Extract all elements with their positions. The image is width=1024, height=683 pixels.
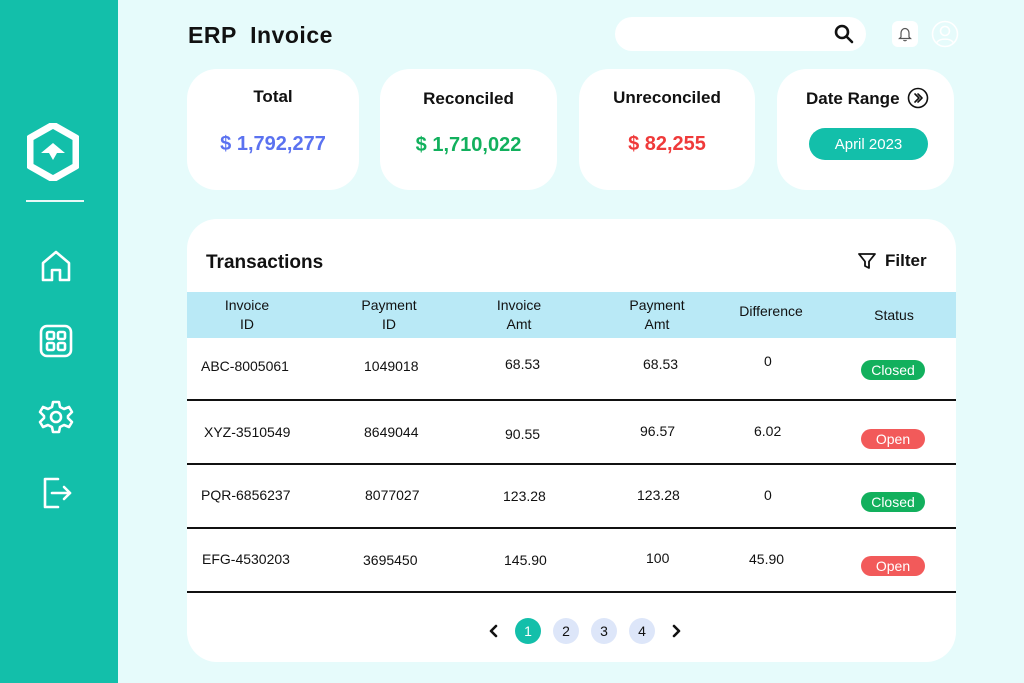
payment-id-cell: 8649044 [364,424,419,440]
nav-settings[interactable] [36,397,76,437]
logout-icon [43,477,72,509]
chevron-right-circle-icon[interactable] [907,87,929,109]
total-label: Total [253,87,293,106]
table-header: Invoice ID Payment ID Invoice Amt Paymen… [187,292,956,338]
page-4-button[interactable]: 4 [629,618,655,644]
page-2-button[interactable]: 2 [553,618,579,644]
invoice-id-cell: PQR-6856237 [201,487,291,503]
user-avatar-icon[interactable] [931,20,959,48]
settings-gear-icon [38,400,74,434]
filter-label: Filter [885,251,927,270]
sidebar-divider [26,200,84,202]
invoice-id-cell: XYZ-3510549 [204,424,291,440]
chevron-right-icon[interactable] [669,624,683,638]
payment-id-cell: 8077027 [365,487,420,503]
filter-button[interactable]: Filter [857,251,927,271]
col-invoice-id: Invoice ID [224,297,270,332]
difference-cell: 0 [764,353,772,369]
payment-amt-cell: 96.57 [640,423,676,439]
payment-amt-cell: 68.53 [643,356,679,372]
invoice-id-cell: EFG-4530203 [202,551,290,567]
payment-id-cell: 1049018 [364,358,419,374]
nav-dashboard[interactable] [36,321,76,361]
col-payment-amt: Payment Amt [629,297,685,332]
difference-cell: 6.02 [754,423,782,439]
table-row[interactable]: EFG-4530203 3695450 145.90 100 45.90 Ope… [187,529,956,593]
invoice-amt-cell: 145.90 [504,552,547,568]
date-range-label: Date Range [806,89,900,108]
notifications-button[interactable] [892,21,918,47]
dashboard-grid-icon [39,324,73,358]
page-1-button[interactable]: 1 [515,618,541,644]
difference-cell: 0 [764,487,772,503]
transactions-panel: Transactions Filter Invoice ID Payment I… [187,219,956,662]
nav-home[interactable] [36,246,76,286]
col-invoice-amt: Invoice Amt [496,297,542,332]
unreconciled-value: $ 82,255 [628,133,706,155]
payment-amt-cell: 123.28 [637,487,680,503]
search-icon[interactable] [834,24,854,44]
reconciled-value: $ 1,710,022 [415,134,522,156]
total-value: $ 1,792,277 [220,133,326,155]
invoice-amt-cell: 68.53 [505,356,541,372]
status-badge: Closed [861,360,925,380]
pagination: 1 2 3 4 [487,618,683,644]
brand-logo-icon [27,123,79,181]
page-3-button[interactable]: 3 [591,618,617,644]
nav-logout[interactable] [36,473,76,513]
payment-id-cell: 3695450 [363,552,418,568]
col-status: Status [874,307,914,323]
page-title: ERP Invoice [188,22,333,48]
invoice-amt-cell: 90.55 [505,426,541,442]
invoice-amt-cell: 123.28 [503,488,546,504]
bell-icon [898,27,912,42]
table-row[interactable]: PQR-6856237 8077027 123.28 123.28 0 Clos… [187,465,956,529]
reconciled-label: Reconciled [423,89,514,108]
search-input[interactable] [629,23,829,45]
unreconciled-card: Unreconciled $ 82,255 [579,69,755,190]
date-range-selector[interactable]: April 2023 [809,128,928,160]
reconciled-card: Reconciled $ 1,710,022 [380,69,557,190]
status-badge: Open [861,556,925,576]
unreconciled-label: Unreconciled [613,88,721,107]
col-difference: Difference [739,303,803,319]
sidebar [0,0,118,683]
filter-funnel-icon [858,253,876,269]
transactions-title: Transactions [206,252,324,273]
table-row[interactable]: ABC-8005061 1049018 68.53 68.53 0 Closed [187,338,956,401]
invoice-id-cell: ABC-8005061 [201,358,289,374]
total-card: Total $ 1,792,277 [187,69,359,190]
chevron-left-icon[interactable] [487,624,501,638]
col-payment-id: Payment ID [361,297,417,332]
home-icon [41,250,71,282]
search-bar[interactable] [615,17,866,51]
table-row[interactable]: XYZ-3510549 8649044 90.55 96.57 6.02 Ope… [187,401,956,465]
difference-cell: 45.90 [749,551,785,567]
status-badge: Closed [861,492,925,512]
payment-amt-cell: 100 [646,550,670,566]
status-badge: Open [861,429,925,449]
